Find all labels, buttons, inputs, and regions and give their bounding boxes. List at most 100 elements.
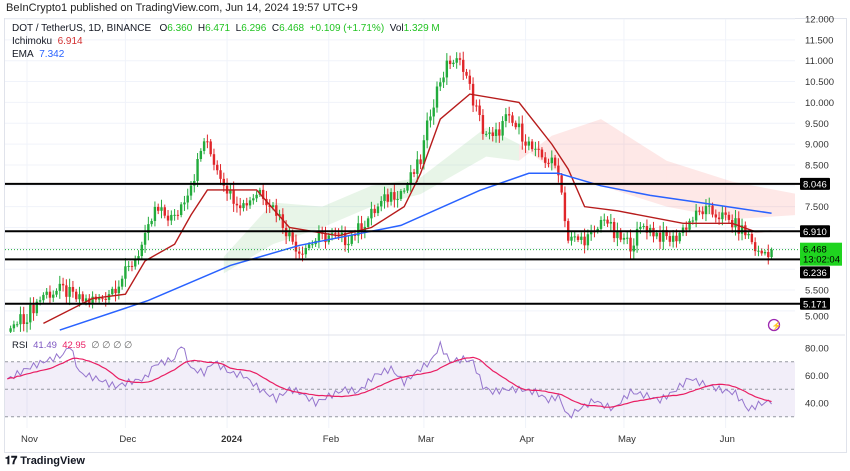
candle-body — [130, 265, 134, 267]
candle-body — [157, 206, 160, 211]
candle-body — [429, 116, 432, 121]
close-label: C — [271, 23, 280, 34]
candle-body — [22, 314, 25, 325]
price-axis-label: 8.500 — [805, 160, 829, 171]
candle-body — [485, 133, 488, 135]
candle-body — [386, 194, 389, 202]
high-value: 6.471 — [205, 23, 231, 34]
candle-body — [468, 75, 471, 84]
candle-body — [770, 249, 773, 258]
candle-body — [396, 198, 399, 200]
candle-body — [38, 300, 42, 302]
candle-body — [389, 192, 393, 202]
candle-body — [576, 236, 580, 240]
candle-body — [458, 58, 462, 60]
candle-body — [527, 141, 531, 146]
level-label-bg — [800, 297, 830, 310]
candle-body — [275, 205, 278, 216]
candle-body — [380, 200, 383, 207]
candle-body — [189, 185, 193, 196]
candle-body — [107, 294, 111, 300]
candle-body — [708, 205, 711, 207]
candle-body — [281, 214, 285, 228]
candle-body — [127, 265, 130, 267]
ichimoku-cloud-segment — [601, 119, 667, 207]
tradingview-logo: 𝟏𝟕 TradingView — [5, 455, 85, 468]
rsi-pane — [5, 340, 795, 419]
time-axis-label: Feb — [323, 434, 339, 445]
symbol-label[interactable]: DOT / TetherUS, 1D, BINANCE — [12, 23, 152, 34]
time-axis-label: Apr — [520, 434, 535, 445]
candle-body — [222, 178, 225, 186]
rsi-legend: RSI 41.49 42.95 ∅ ∅ ∅ ∅ — [12, 340, 132, 351]
price-axis-label: 11.000 — [805, 56, 833, 67]
candle-body — [32, 304, 35, 314]
candle-body — [179, 204, 183, 216]
rsi-label[interactable]: RSI — [12, 340, 28, 351]
candle-body — [714, 214, 717, 218]
volume-label: Vol — [389, 23, 404, 34]
candle-body — [334, 233, 337, 235]
candle-body — [563, 192, 567, 222]
ema-label[interactable]: EMA — [12, 49, 34, 60]
candle-body — [163, 207, 166, 216]
candle-body — [740, 225, 744, 234]
candle-body — [750, 234, 754, 243]
level-label: 6.236 — [803, 268, 827, 279]
candle-body — [583, 236, 586, 246]
candle-body — [445, 60, 449, 78]
candle-body — [658, 232, 662, 242]
candle-body — [147, 224, 150, 233]
candle-body — [439, 82, 442, 87]
price-axis-label: 10.000 — [805, 98, 834, 109]
candle-body — [268, 205, 271, 208]
candle-body — [58, 283, 61, 291]
candle-body — [383, 194, 386, 201]
candle-body — [406, 184, 409, 191]
candle-body — [134, 258, 137, 267]
candle-body — [350, 234, 353, 244]
candle-body — [580, 236, 583, 240]
candle-body — [465, 71, 468, 76]
rsi-ma-value: 42.95 — [62, 340, 86, 351]
rsi-extra-values: ∅ ∅ ∅ ∅ — [91, 340, 133, 351]
candle-body — [137, 256, 140, 259]
ichimoku-label[interactable]: Ichimoku — [12, 36, 53, 47]
candle-body — [166, 215, 170, 221]
candle-body — [68, 286, 71, 297]
candle-body — [612, 221, 616, 239]
candle-body — [488, 132, 491, 134]
candle-body — [117, 286, 121, 294]
candle-body — [550, 157, 553, 164]
candle-body — [183, 202, 186, 205]
candle-body — [393, 192, 396, 200]
lightning-icon — [767, 318, 781, 332]
candle-body — [120, 278, 124, 287]
candle-body — [212, 154, 216, 165]
candle-body — [97, 298, 101, 300]
candle-body — [170, 214, 173, 221]
candle-body — [370, 208, 373, 219]
current-price-tag — [800, 242, 842, 266]
candle-body — [150, 220, 153, 225]
candle-body — [671, 235, 675, 242]
current-price-label: 6.468 — [803, 245, 827, 256]
lightning-icon-glyph: ⚡ — [772, 321, 782, 331]
high-label: H — [197, 23, 206, 34]
rsi-line — [7, 340, 772, 419]
candle-body — [721, 212, 724, 220]
time-axis-label: May — [618, 434, 636, 445]
candle-body — [586, 234, 590, 246]
candle-body — [78, 294, 81, 300]
candle-body — [42, 294, 45, 301]
candle-body — [317, 232, 321, 241]
candle-body — [481, 115, 485, 134]
candle-body — [517, 123, 521, 128]
level-label: 8.046 — [803, 179, 827, 190]
candle-body — [301, 253, 304, 255]
candle-body — [635, 228, 639, 246]
candle-body — [84, 298, 88, 302]
candle-body — [435, 86, 439, 108]
ichimoku-value: 6.914 — [57, 36, 83, 47]
